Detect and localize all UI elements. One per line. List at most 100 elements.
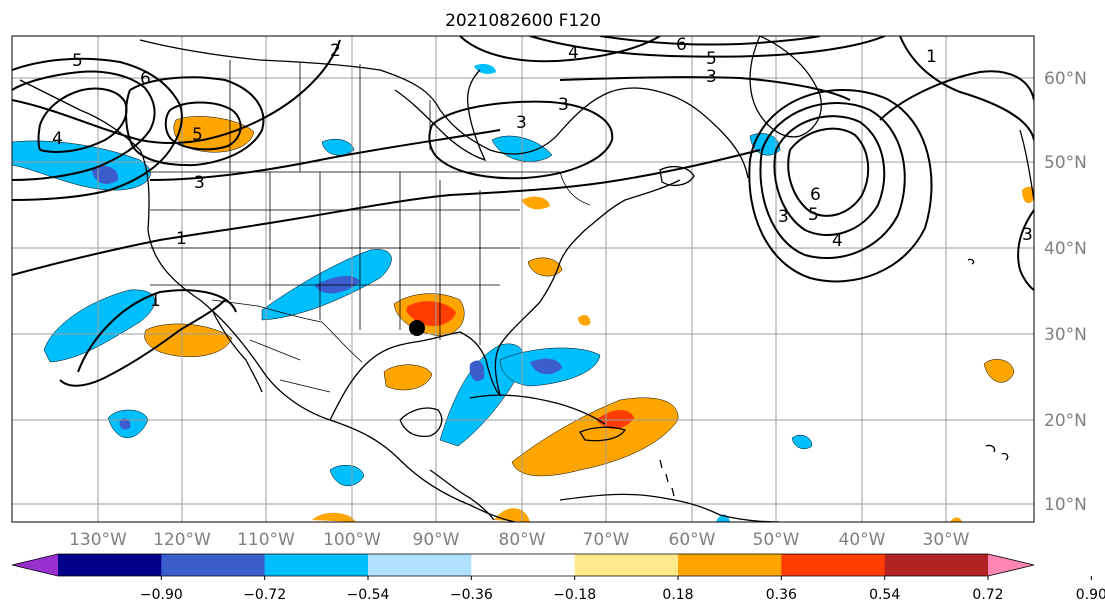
colorbar-segment — [368, 554, 472, 576]
colorbar-extend-min — [12, 554, 58, 576]
storm-location-dot — [409, 320, 425, 336]
lat-tick-label: 50°N — [1044, 153, 1087, 173]
contour-label: 1 — [150, 291, 161, 311]
colorbar-tick-label: −0.90 — [140, 587, 183, 603]
contour-upper-2 — [12, 39, 341, 145]
contour-label: 4 — [832, 231, 843, 251]
lon-tick-label: 130°W — [69, 530, 127, 550]
contour-labels: 5 6 2 4 6 5 3 3 1 5 4 3 3 1 1 6 5 4 3 3 — [52, 35, 1033, 311]
contour-label: 1 — [926, 47, 937, 67]
contour-low-pacific-1 — [12, 57, 183, 201]
colorbar-segment — [781, 554, 886, 576]
anomaly-positive-east-edge — [1022, 186, 1034, 204]
us-mexico-border — [211, 299, 363, 363]
colorbar-tick-label: −0.36 — [450, 587, 493, 603]
colorbar-segment — [574, 554, 679, 576]
map-frame — [11, 35, 1035, 523]
anomaly-negative-hudson — [321, 139, 355, 156]
coastline-gulf — [329, 179, 681, 421]
contour-label: 5 — [706, 49, 717, 69]
colorbar-tick-label: 0.90 — [1076, 587, 1105, 603]
lat-tick-label: 10°N — [1044, 495, 1087, 515]
lon-tick-label: 50°W — [753, 530, 800, 550]
coastline-cuba — [469, 394, 606, 425]
figure-title: 2021082600 F120 — [445, 11, 601, 31]
anomaly-negative-florida-core — [469, 360, 485, 382]
anomaly-positive-gulf — [383, 364, 433, 391]
anomaly-positive-small-atlantic — [578, 315, 591, 326]
colorbar-tick-label: 0.18 — [662, 587, 693, 603]
coastline-east-atlantic-isles — [967, 258, 1009, 461]
coastline-south-america — [559, 493, 781, 522]
anomaly-negative-bahamas-core — [530, 358, 562, 375]
contour-label: 1 — [176, 229, 187, 249]
contour-north-4 — [459, 36, 661, 63]
contour-atlantic-east — [879, 70, 1034, 121]
coastline-hudson-bay — [394, 69, 487, 162]
colorbar-segment — [58, 554, 162, 576]
contour-upper-3 — [149, 129, 501, 181]
lon-tick-label: 30°W — [923, 530, 970, 550]
height-contours — [12, 36, 1034, 387]
lon-tick-label: 60°W — [669, 530, 716, 550]
colorbar-tick-label: 0.54 — [869, 587, 900, 603]
colorbar-segment — [884, 554, 989, 576]
contour-label: 4 — [568, 43, 579, 63]
contour-label: 3 — [516, 113, 527, 133]
anomaly-negative-small-pacific-core — [119, 418, 131, 430]
anomaly-positive-ne-coast — [522, 196, 550, 210]
colorbar-segment — [264, 554, 369, 576]
contour-1-main — [12, 149, 761, 276]
contour-label: 5 — [192, 125, 203, 145]
contour-atlantic-low-4 — [748, 89, 933, 283]
latitude-ticks: 60°N 50°N 40°N 30°N 20°N 10°N — [1044, 69, 1087, 515]
anomaly-negative-small-pacific-2 — [329, 464, 365, 486]
contour-atlantic-east-3 — [1017, 209, 1034, 291]
coastline-lesser-antilles — [659, 459, 675, 497]
coastline-hispaniola — [579, 426, 627, 442]
contour-label: 6 — [810, 185, 821, 205]
colorbar-segment — [678, 554, 782, 576]
anomaly-positive-pacific — [173, 116, 255, 153]
anomaly-positive-south-1 — [312, 512, 356, 522]
coastline-north-america — [19, 79, 516, 522]
colorbar-tick-label: −0.54 — [347, 587, 390, 603]
contour-high-nw-inner — [164, 101, 242, 151]
contour-label: 3 — [706, 67, 717, 87]
coastline-baja — [211, 309, 263, 393]
contour-label: 4 — [52, 129, 63, 149]
colorbar-tick-label: 0.36 — [766, 587, 797, 603]
colorbar-tick-label: −0.72 — [243, 587, 286, 603]
contour-atlantic-east-2 — [899, 36, 1034, 141]
anomaly-positive-east-atlantic — [983, 359, 1015, 383]
contour-label: 2 — [330, 41, 341, 61]
colorbar-tick-label: −0.18 — [553, 587, 596, 603]
colorbar-outline — [11, 553, 1035, 577]
coastline-yucatan — [399, 407, 443, 438]
lon-tick-label: 100°W — [323, 530, 381, 550]
lat-tick-label: 20°N — [1044, 411, 1087, 431]
canada-provinces — [229, 60, 431, 172]
colorbar: −0.90 −0.72 −0.54 −0.36 −0.18 0.18 0.36 0.54 0.7… — [11, 553, 1105, 603]
contour-north-3b — [559, 76, 851, 101]
lon-tick-label: 80°W — [499, 530, 546, 550]
contour-atlantic-low-3 — [759, 102, 906, 260]
lat-tick-label: 30°N — [1044, 325, 1087, 345]
political-borders — [150, 60, 591, 393]
contour-atlantic-low-2 — [773, 115, 886, 236]
anomaly-negative-small-north — [474, 64, 496, 74]
contour-label: 3 — [194, 173, 205, 193]
colorbar-segment — [161, 554, 266, 576]
us-states-grid — [150, 172, 520, 345]
lon-tick-label: 40°W — [839, 530, 886, 550]
contour-north-5 — [529, 36, 886, 58]
colorbar-extend-max — [988, 554, 1034, 576]
contour-label: 3 — [778, 207, 789, 227]
contour-label: 6 — [676, 35, 687, 55]
mexico-states — [249, 339, 331, 393]
lon-tick-label: 110°W — [237, 530, 295, 550]
contour-label: 3 — [558, 95, 569, 115]
contour-atlantic-low-1 — [787, 127, 870, 217]
lat-tick-label: 60°N — [1044, 69, 1087, 89]
